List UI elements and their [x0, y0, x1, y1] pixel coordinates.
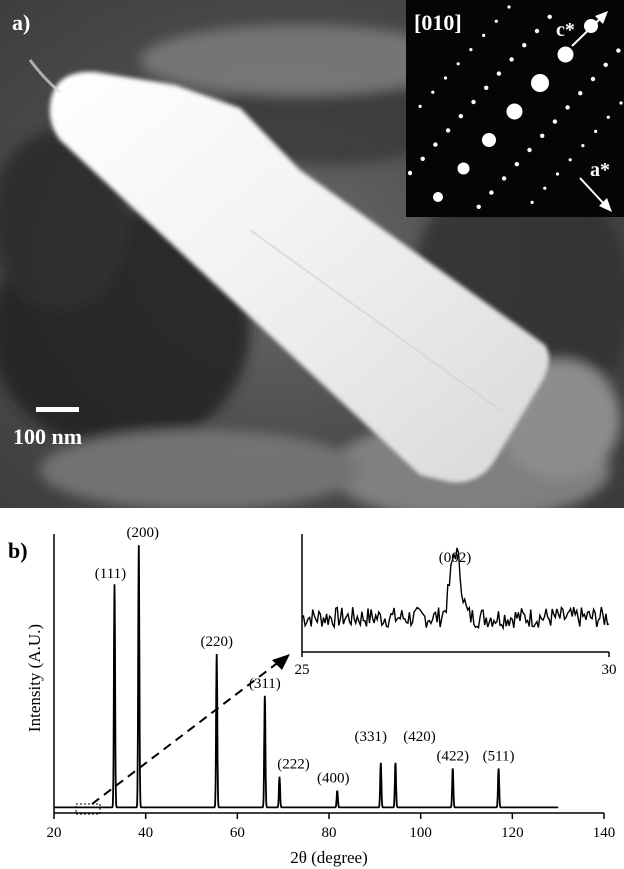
diffraction-spot [557, 46, 574, 63]
diffraction-spot [494, 19, 498, 23]
peak-label: (220) [200, 634, 233, 650]
diffraction-spot [489, 190, 494, 195]
diffraction-spot [443, 76, 448, 80]
diffraction-spot [509, 57, 514, 62]
diffraction-spot [552, 119, 558, 124]
diffraction-spot [522, 43, 527, 48]
a-star-arrowhead [599, 198, 612, 212]
x-tick-label: 80 [322, 825, 337, 841]
x-tick-label: 40 [138, 825, 153, 841]
peak-label: (200) [127, 525, 160, 541]
peak-label: (311) [249, 676, 281, 692]
diffraction-spot [496, 71, 502, 76]
diffraction-spot [418, 104, 422, 108]
diffraction-spot [457, 162, 470, 175]
diffraction-spot [445, 128, 451, 133]
a-star-arrow [579, 177, 606, 206]
x-tick-label: 60 [230, 825, 245, 841]
diffraction-spot [606, 115, 610, 119]
peak-label: (422) [437, 748, 470, 764]
a-star-label: a* [590, 159, 610, 181]
peak-label: (400) [317, 771, 350, 787]
diffraction-spot [482, 33, 486, 38]
diffraction-spot [507, 5, 511, 9]
diffraction-spot [581, 144, 585, 148]
c-star-arrowhead [595, 11, 608, 24]
x-tick-label: 100 [409, 825, 432, 841]
c-star-arrow [571, 15, 604, 47]
diffraction-spot [530, 200, 534, 204]
diffraction-spot [540, 133, 545, 138]
diffraction-spot [565, 105, 570, 110]
diffraction-spot [584, 19, 598, 33]
panel-b-label: b) [8, 538, 28, 563]
scale-bar [36, 407, 79, 412]
diffraction-spot [619, 101, 623, 105]
tem-micrograph-panel: a) 100 nm [010] c* a* [0, 0, 624, 508]
diffraction-spot [568, 158, 572, 162]
diffraction-spot [514, 162, 519, 167]
peak-label: (222) [277, 757, 310, 773]
x-tick-marks [53, 813, 605, 819]
peak-label: (331) [355, 729, 388, 745]
zoom-arrow-line [91, 660, 281, 805]
diffraction-spot [555, 172, 560, 176]
diffraction-spot [578, 91, 583, 96]
diffraction-spot [456, 62, 460, 66]
diffraction-spot [501, 176, 507, 181]
y-axis-label: Intensity (A.U.) [25, 624, 44, 732]
c-star-label: c* [556, 19, 575, 41]
inset-x-tick-label: 25 [295, 662, 310, 678]
diffraction-spot [431, 90, 435, 94]
diffraction-inset: [010] c* a* [406, 0, 624, 217]
diffraction-spot [527, 147, 532, 153]
diffraction-spot [534, 28, 540, 34]
diffraction-spot [484, 85, 489, 91]
diffraction-spot [433, 192, 443, 202]
diffraction-spot [482, 133, 496, 147]
x-tick-label: 120 [501, 825, 524, 841]
x-tick-label: 20 [47, 825, 62, 841]
diffraction-spot [458, 114, 463, 119]
zoom-region-box [75, 803, 101, 815]
x-tick-labels: 20 40 60 80 100 120 140 [47, 825, 616, 841]
xrd-series-line [54, 545, 559, 809]
peak-label: (511) [483, 748, 515, 764]
inset-series-line [301, 547, 610, 631]
diffraction-spot [471, 99, 476, 105]
diffraction-spot [469, 48, 473, 52]
peak-labels: (111) (200) (220) (311) (222) (400) (331) (420)… [95, 525, 515, 787]
diffraction-spot [616, 48, 621, 53]
x-axis-label: 2θ (degree) [290, 848, 368, 867]
diffraction-spot [594, 129, 598, 133]
peak-label: (420) [403, 729, 436, 745]
xrd-chart: b) 20 40 60 80 100 120 140 2θ (degree) Intensi… [8, 525, 617, 867]
diffraction-spot [590, 76, 596, 82]
inset-x-tick-label: 30 [602, 662, 617, 678]
diffraction-spot [547, 14, 552, 19]
diffraction-spot [531, 74, 549, 92]
diffraction-spot [433, 142, 438, 147]
zoom-arrowhead [272, 654, 290, 670]
inset-peak-label: (002) [439, 550, 472, 566]
panel-a-label: a) [12, 10, 30, 35]
inset-chart: 25 30 (002) [295, 534, 617, 678]
inset-x-tick-labels: 25 30 [295, 662, 617, 678]
inset-x-tick-marks [301, 652, 610, 657]
diffraction-spot [476, 204, 481, 209]
x-tick-label: 140 [593, 825, 616, 841]
diffraction-spot [506, 103, 523, 120]
diffraction-spot [407, 170, 413, 176]
scale-bar-label: 100 nm [13, 424, 82, 449]
nanocrystal [28, 59, 549, 483]
zone-axis-label: [010] [414, 10, 462, 35]
diffraction-spot [603, 62, 608, 67]
peak-label: (111) [95, 566, 126, 582]
diffraction-spots [407, 5, 623, 209]
diffraction-spot [543, 186, 547, 190]
diffraction-spot [420, 156, 425, 161]
